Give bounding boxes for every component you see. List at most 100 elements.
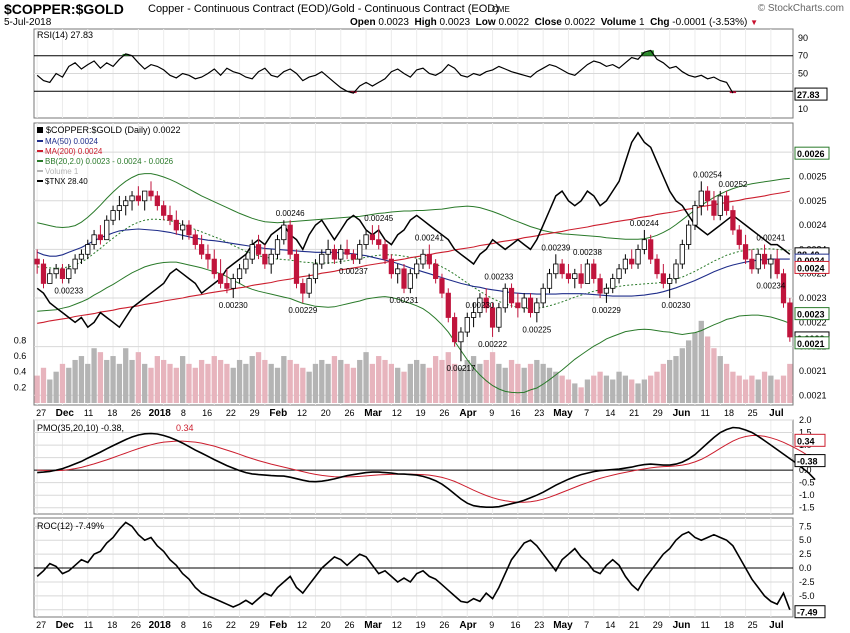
volume-bar — [401, 371, 407, 403]
roc-last-value: -7.49 — [797, 608, 818, 618]
price-x-label: May — [553, 408, 573, 419]
volume-bar — [376, 356, 382, 403]
volume-bar — [780, 375, 787, 403]
candle-body — [692, 205, 698, 226]
volume-bar — [610, 379, 616, 403]
volume-bar — [363, 352, 369, 403]
price-annotation: 0.00230 — [662, 301, 691, 310]
price-x-label: 29 — [653, 408, 663, 418]
volume-bar — [104, 359, 110, 403]
price-right-tag-box — [794, 260, 830, 274]
candle-body — [629, 258, 635, 265]
candle-body — [338, 249, 344, 260]
price-x-label: 12 — [392, 408, 402, 418]
volume-bar — [704, 336, 711, 403]
volume-bar — [591, 375, 597, 403]
volume-bar — [629, 379, 635, 403]
volume-bar — [578, 387, 584, 403]
volume-bar — [325, 363, 331, 403]
candle-body — [72, 258, 78, 270]
volume-bar — [787, 363, 793, 403]
candle-body — [205, 253, 211, 260]
candle-body — [274, 239, 281, 255]
volume-bar — [230, 367, 236, 403]
candle-body — [717, 195, 723, 216]
candle-body — [268, 253, 274, 265]
price-x-label: 22 — [226, 408, 236, 418]
candle-body — [451, 317, 458, 343]
price-x-label: 26 — [439, 408, 449, 418]
roc-y-tick: 0.0 — [799, 563, 812, 573]
price-y-tick: 0.0025 — [799, 196, 827, 206]
price-annotation: 0.00239 — [541, 243, 570, 252]
exchange-label: CME — [492, 5, 510, 14]
roc-x-label: 25 — [748, 620, 758, 630]
volume-bar — [603, 375, 610, 403]
volume-bar — [300, 367, 306, 403]
volume-y-tick: 0.6 — [14, 351, 27, 361]
candle-body — [470, 312, 477, 318]
roc-y-tick: 5.0 — [799, 535, 812, 545]
volume-bar — [205, 363, 211, 403]
roc-x-label: 20 — [321, 620, 331, 630]
price-right-tag-box — [794, 146, 830, 160]
volume-bar — [85, 363, 91, 403]
roc-x-label: 9 — [489, 620, 494, 630]
price-annotation: 0.00241 — [756, 234, 785, 243]
price-annotation: 0.00246 — [276, 209, 305, 218]
price-y-tick: 0.0023 — [799, 293, 827, 303]
volume-bar — [173, 367, 179, 403]
price-annotation: 0.00252 — [718, 180, 747, 189]
roc-title: ROC(12) -7.49% — [37, 521, 104, 531]
candle-body — [761, 253, 768, 265]
candle-body — [281, 224, 287, 241]
volume-bar — [641, 379, 648, 403]
candle-body — [312, 263, 319, 279]
price-x-label: 12 — [297, 408, 307, 418]
candle-body — [186, 224, 192, 236]
candle-body — [59, 268, 66, 279]
stockcharts-logo[interactable]: © StockCharts.com — [757, 3, 844, 14]
volume-bar — [515, 363, 521, 403]
pmo-y-tick: -1.0 — [799, 490, 815, 500]
price-x-label: 2018 — [149, 408, 172, 419]
candle-body — [667, 278, 673, 284]
candle-body — [407, 273, 413, 289]
candle-body — [546, 273, 553, 289]
roc-x-label: 18 — [724, 620, 734, 630]
candle-body — [527, 297, 534, 314]
candle-body — [742, 244, 749, 260]
candle-body — [401, 268, 407, 289]
symbol-title: $COPPER:$GOLD — [4, 1, 124, 17]
volume-bar — [192, 367, 198, 403]
candle-body — [723, 195, 730, 211]
candle-body — [686, 224, 692, 245]
price-x-label: Dec — [56, 408, 75, 419]
volume-bar — [622, 375, 629, 403]
volume-bar — [679, 348, 685, 403]
candle-body — [774, 258, 780, 275]
roc-x-label: 16 — [510, 620, 520, 630]
candle-body — [483, 297, 489, 309]
candle-body — [489, 307, 496, 328]
volume-bar — [508, 359, 515, 403]
candle-body — [262, 253, 268, 265]
volume-bar — [34, 375, 40, 403]
candle-body — [357, 244, 363, 260]
volume-bar — [761, 371, 768, 403]
candle-body — [610, 278, 616, 289]
candle-body — [477, 297, 483, 314]
candle-body — [66, 268, 72, 279]
roc-x-label: 7 — [584, 620, 589, 630]
volume-bar — [723, 363, 730, 403]
volume-bar — [667, 359, 673, 403]
volume-bar — [211, 356, 217, 403]
price-annotation: 0.00230 — [465, 301, 494, 310]
price-right-tag: 0.0021 — [797, 339, 825, 349]
volume-bar — [217, 359, 224, 403]
candle-body — [654, 258, 660, 275]
volume-bar — [47, 379, 53, 403]
candle-body — [388, 258, 394, 275]
volume-bar — [236, 359, 243, 403]
